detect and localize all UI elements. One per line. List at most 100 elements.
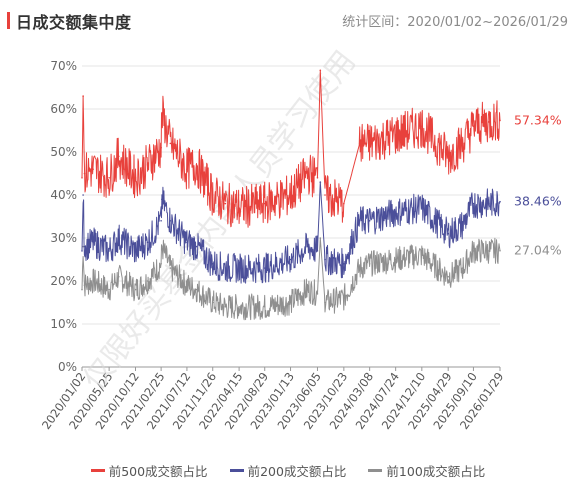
data-point-top100 — [161, 245, 163, 248]
data-point-top100 — [461, 267, 464, 269]
data-point-top500 — [83, 172, 86, 175]
data-point-top100 — [316, 293, 319, 295]
data-point-top200 — [368, 220, 371, 222]
data-point-top500 — [447, 155, 449, 158]
data-point-top200 — [195, 245, 198, 248]
y-tick-label: 50% — [50, 145, 77, 159]
data-point-top200 — [108, 250, 110, 252]
data-point-top200 — [319, 181, 322, 183]
data-point-top200 — [499, 200, 501, 203]
data-point-top200 — [289, 258, 292, 261]
legend-item-top100[interactable]: 前100成交额占比 — [368, 461, 485, 480]
concentration-chart: 0%10%20%30%40%50%60%70%2020/01/022020/05… — [39, 44, 562, 432]
data-point-top500 — [186, 168, 188, 170]
data-point-top200 — [161, 198, 163, 201]
legend-swatch-top500 — [90, 468, 105, 472]
data-point-top100 — [324, 301, 326, 304]
chart-legend: 前500成交额占比 前200成交额占比 前100成交额占比 — [0, 460, 576, 480]
series-line-top500 — [81, 69, 501, 228]
data-point-top200 — [146, 241, 149, 244]
data-point-top200 — [421, 207, 423, 209]
data-point-top100 — [83, 284, 86, 287]
y-tick-label: 40% — [50, 188, 77, 202]
data-point-top200 — [447, 232, 449, 235]
data-point-top500 — [117, 155, 120, 158]
data-point-top500 — [108, 177, 110, 179]
data-point-top500 — [238, 207, 240, 209]
y-tick-label: 10% — [50, 317, 77, 331]
y-tick-label: 0% — [58, 360, 77, 374]
data-point-top200 — [92, 241, 94, 244]
data-point-top200 — [461, 224, 464, 226]
data-point-top100 — [472, 250, 475, 252]
legend-item-top200[interactable]: 前200成交额占比 — [229, 461, 347, 480]
legend-swatch-top100 — [368, 468, 383, 472]
data-point-top200 — [117, 237, 120, 239]
data-point-top200 — [81, 250, 83, 252]
data-point-top100 — [82, 245, 84, 248]
data-point-top100 — [447, 275, 449, 278]
data-point-top500 — [82, 95, 84, 97]
data-point-top100 — [117, 275, 120, 278]
data-point-top500 — [421, 125, 423, 127]
data-point-top500 — [169, 142, 172, 145]
data-point-top500 — [289, 194, 292, 196]
data-point-top500 — [195, 164, 198, 166]
data-point-top500 — [324, 194, 326, 196]
data-point-top100 — [146, 280, 149, 282]
data-point-top100 — [160, 263, 162, 265]
data-point-top500 — [160, 146, 162, 149]
data-point-top100 — [92, 280, 94, 282]
data-point-top100 — [108, 288, 110, 291]
legend-label-top200: 前200成交额占比 — [247, 463, 347, 479]
series-line-top100 — [81, 237, 501, 321]
date-range-label: 统计区间： — [342, 15, 408, 30]
data-point-top200 — [186, 241, 188, 244]
data-point-top500 — [263, 202, 266, 205]
y-tick-label: 30% — [50, 231, 77, 245]
data-point-top200 — [238, 267, 240, 269]
data-point-top100 — [263, 306, 266, 308]
data-point-top100 — [186, 284, 188, 287]
data-point-top500 — [488, 121, 490, 123]
data-point-top500 — [343, 202, 345, 205]
data-point-top100 — [488, 250, 490, 252]
legend-item-top500[interactable]: 前500成交额占比 — [90, 461, 208, 480]
data-point-top500 — [316, 177, 319, 179]
data-point-top100 — [238, 306, 240, 308]
data-point-top200 — [324, 258, 326, 261]
end-label-top100: 27.04% — [514, 243, 562, 258]
data-point-top100 — [358, 267, 361, 269]
y-tick-label: 70% — [50, 59, 77, 73]
data-point-top200 — [82, 194, 84, 196]
data-point-top500 — [92, 168, 94, 170]
end-label-top200: 38.46% — [514, 194, 562, 209]
data-point-top100 — [368, 263, 371, 265]
data-point-top200 — [343, 263, 345, 265]
data-point-top500 — [307, 172, 309, 175]
data-point-top100 — [224, 306, 227, 308]
data-point-top100 — [81, 288, 83, 291]
data-point-top500 — [81, 177, 83, 179]
data-point-top500 — [472, 125, 475, 127]
y-tick-label: 60% — [50, 102, 77, 116]
end-label-top500: 57.34% — [514, 112, 562, 127]
date-range: 统计区间：2020/01/02~2026/01/29 — [342, 11, 568, 30]
data-point-top500 — [394, 134, 397, 136]
data-point-top200 — [488, 202, 490, 205]
data-point-top200 — [316, 250, 319, 252]
data-point-top100 — [499, 249, 501, 252]
data-point-top200 — [307, 245, 309, 248]
data-point-top500 — [358, 142, 361, 145]
data-point-top100 — [195, 288, 198, 291]
date-range-value: 2020/01/02~2026/01/29 — [407, 15, 568, 30]
data-point-top500 — [499, 119, 501, 122]
title-accent-bar — [7, 12, 10, 29]
data-point-top500 — [161, 112, 163, 115]
data-point-top200 — [83, 245, 86, 248]
data-point-top200 — [263, 267, 266, 269]
data-point-top500 — [211, 194, 214, 196]
y-tick-label: 20% — [50, 274, 77, 288]
data-point-top100 — [169, 267, 172, 269]
data-point-top500 — [319, 69, 322, 72]
